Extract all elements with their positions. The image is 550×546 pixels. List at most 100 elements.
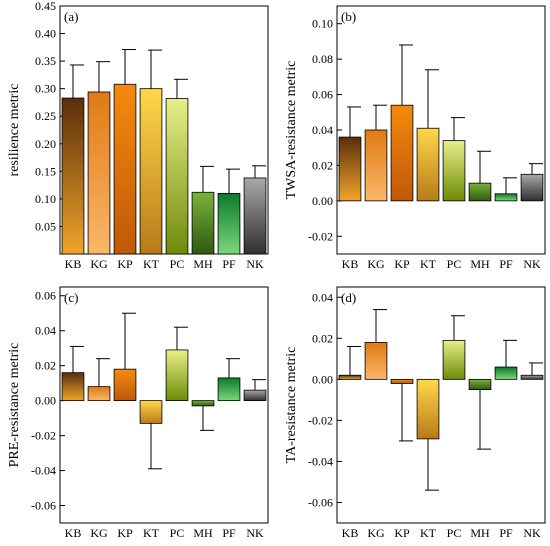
plot-frame: [336, 286, 546, 524]
bar-kt: [139, 400, 163, 424]
y-axis-title: TWSA-resistance metric: [284, 61, 299, 200]
panel-1: (a) 0.05 0.10 0.15 0.20 0.25 0.30 0.35 0.40 0.45 r…: [7, 0, 269, 271]
x-tick-label: KG: [367, 257, 385, 271]
x-tick-label: MH: [193, 526, 213, 540]
bar-kt: [139, 88, 163, 255]
y-tick-label: 0.40: [35, 27, 56, 41]
panel-tag: (c): [64, 290, 78, 305]
y-tick-label: 0.00: [312, 372, 333, 386]
y-tick-label: 0.06: [312, 88, 333, 102]
bar-mh: [468, 378, 492, 391]
bar-kb: [61, 97, 85, 255]
x-tick-label: KT: [143, 526, 160, 540]
x-tick-label: KG: [90, 526, 108, 540]
bar-nk: [243, 177, 267, 255]
bar-kt: [416, 378, 440, 440]
bar-kb: [61, 372, 85, 402]
x-tick-label: MH: [193, 257, 213, 271]
plot-frame: [59, 5, 269, 255]
y-tick-label: -0.04: [31, 464, 56, 478]
panel-3: (c) -0.06 -0.04 -0.02 0.00 0.02 0.04 0.06 PRE-re…: [7, 286, 269, 540]
bar-kt: [416, 127, 440, 202]
x-tick-label: KB: [342, 257, 359, 271]
bar-kb: [338, 136, 362, 202]
y-tick-label: -0.06: [31, 499, 56, 513]
x-tick-label: KB: [65, 257, 82, 271]
x-tick-label: PC: [170, 526, 185, 540]
bar-kp: [113, 368, 137, 402]
x-tick-label: KT: [420, 526, 437, 540]
y-tick-label: 0.10: [35, 192, 56, 206]
bar-mh: [468, 182, 492, 202]
y-tick-label: 0.08: [312, 52, 333, 66]
y-tick-label: 0.10: [312, 17, 333, 31]
x-tick-label: PF: [222, 526, 236, 540]
x-tick-label: KT: [143, 257, 160, 271]
bar-mh: [191, 400, 215, 407]
y-tick-label: 0.30: [35, 82, 56, 96]
x-tick-label: MH: [470, 526, 490, 540]
x-tick-label: NK: [246, 526, 264, 540]
bar-kp: [113, 83, 137, 255]
bar-pc: [165, 349, 189, 402]
x-tick-label: KP: [394, 526, 410, 540]
bar-pc: [165, 98, 189, 255]
y-tick-label: 0.02: [312, 158, 333, 172]
bar-kg: [364, 342, 388, 380]
y-tick-label: 0.45: [35, 0, 56, 13]
y-tick-label: 0.00: [312, 194, 333, 208]
y-tick-label: 0.20: [35, 137, 56, 151]
y-tick-label: 0.04: [312, 123, 333, 137]
y-tick-label: 0.00: [35, 394, 56, 408]
bar-pf: [217, 377, 241, 402]
bar-pf: [217, 192, 241, 255]
y-tick-label: 0.02: [312, 331, 333, 345]
panel-tag: (b): [341, 9, 356, 24]
y-tick-label: -0.06: [308, 495, 333, 509]
panel-tag: (d): [341, 290, 356, 305]
y-tick-label: 0.04: [312, 290, 333, 304]
bar-kp: [390, 378, 414, 384]
y-tick-label: 0.05: [35, 219, 56, 233]
y-axis-title: resilience metric: [7, 84, 22, 177]
bar-nk: [520, 173, 544, 202]
y-tick-label: 0.35: [35, 54, 56, 68]
y-axis-title: PRE-resistance metric: [7, 343, 22, 468]
y-tick-label: -0.04: [308, 454, 333, 468]
x-tick-label: PC: [447, 257, 462, 271]
y-tick-label: 0.15: [35, 164, 56, 178]
x-tick-label: KP: [394, 257, 410, 271]
x-tick-label: PF: [222, 257, 236, 271]
y-tick-label: 0.06: [35, 289, 56, 303]
plot-frame: [59, 286, 269, 524]
bar-kp: [390, 104, 414, 202]
bar-kb: [338, 374, 362, 380]
x-tick-label: KB: [65, 526, 82, 540]
bar-pc: [442, 140, 466, 202]
bar-pf: [494, 193, 518, 202]
x-tick-label: KG: [90, 257, 108, 271]
x-tick-label: NK: [523, 257, 541, 271]
bar-mh: [191, 191, 215, 255]
y-tick-label: 0.25: [35, 109, 56, 123]
x-tick-label: KT: [420, 257, 437, 271]
x-tick-label: KG: [367, 526, 385, 540]
bar-kg: [364, 129, 388, 202]
x-tick-label: MH: [470, 257, 490, 271]
bar-kg: [87, 386, 111, 402]
y-tick-label: 0.02: [35, 359, 56, 373]
bar-pf: [494, 366, 518, 380]
bar-nk: [243, 389, 267, 402]
x-tick-label: PF: [499, 526, 513, 540]
y-tick-label: -0.02: [308, 229, 333, 243]
x-tick-label: KP: [117, 526, 133, 540]
x-tick-label: PC: [170, 257, 185, 271]
bar-pc: [442, 339, 466, 380]
y-tick-label: 0.04: [35, 324, 56, 338]
x-tick-label: PC: [447, 526, 462, 540]
y-axis-title: TA-resistance metric: [284, 347, 299, 464]
x-tick-label: NK: [523, 526, 541, 540]
x-tick-label: PF: [499, 257, 513, 271]
x-tick-label: NK: [246, 257, 264, 271]
